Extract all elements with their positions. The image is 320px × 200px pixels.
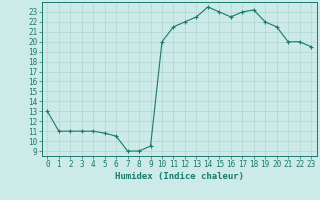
X-axis label: Humidex (Indice chaleur): Humidex (Indice chaleur) xyxy=(115,172,244,181)
